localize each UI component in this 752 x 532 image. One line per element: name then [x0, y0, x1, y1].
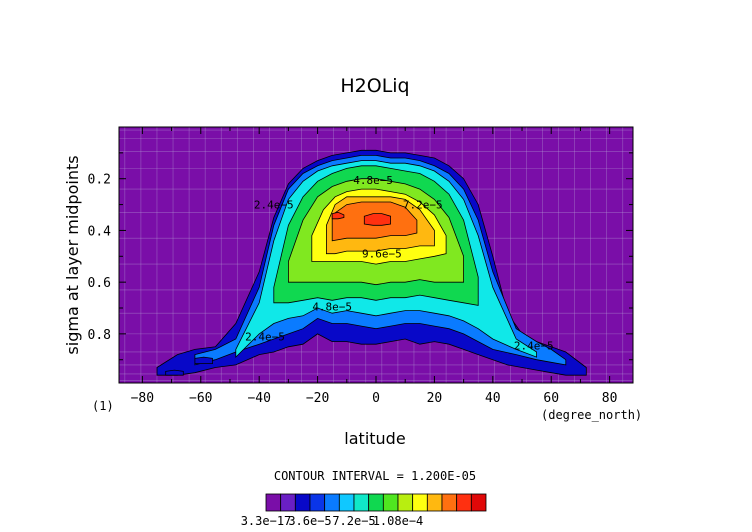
colorbar-swatch — [412, 493, 428, 512]
y-tick-label: 0.6 — [88, 276, 111, 291]
colorbar-swatch — [338, 493, 355, 512]
colorbar-swatch — [309, 493, 326, 512]
colorbar-label: 1.08e−4 — [373, 514, 424, 528]
colorbar-swatch — [382, 493, 399, 512]
x-tick-label: 0 — [372, 391, 380, 406]
contour-label: 2.4e−5 — [254, 199, 294, 212]
contour-label: 4.8e−5 — [353, 174, 393, 187]
contour-label: 4.8e−5 — [312, 301, 352, 314]
contour-level — [363, 213, 391, 226]
contour-labels: 4.8e−5 2.4e−5 7.2e−5 9.6e−5 4.8e−5 2.4e−5 2.4e… — [245, 174, 553, 352]
x-axis: −80 −60 −40 −20 0 20 40 60 80 — [131, 127, 618, 406]
x-tick-label: 80 — [602, 391, 618, 406]
x-tick-label: 60 — [543, 391, 559, 406]
y-tick-label: 0.8 — [88, 328, 111, 343]
colorbar — [265, 493, 487, 512]
y-tick-label: 0.4 — [88, 224, 112, 239]
x-tick-label: −60 — [189, 391, 212, 406]
colorbar-swatch — [456, 493, 472, 512]
x-tick-label: 40 — [485, 391, 501, 406]
x-axis-title: latitude — [344, 429, 405, 448]
colorbar-swatch — [280, 493, 296, 512]
contour-level — [194, 356, 213, 364]
colorbar-label: 3.3e−17 — [241, 514, 292, 528]
contour-level — [331, 211, 345, 220]
y-unit-label: (1) — [92, 399, 114, 413]
colorbar-swatch — [426, 493, 443, 512]
colorbar-swatch — [368, 493, 384, 512]
contour-interval-text: CONTOUR INTERVAL = 1.200E-05 — [274, 469, 476, 483]
colorbar-labels: 3.3e−173.6e−5 7.2e−51.08e−4 — [241, 514, 424, 528]
x-tick-label: −40 — [247, 391, 270, 406]
chart-title: H2OLiq — [340, 75, 409, 97]
x-tick-label: −20 — [306, 391, 329, 406]
contour-label: 2.4e−5 — [514, 340, 554, 353]
contour-label: 2.4e−5 — [245, 330, 285, 343]
colorbar-swatch — [441, 493, 458, 512]
contour-level — [165, 369, 184, 376]
y-tick-label: 0.2 — [88, 173, 111, 188]
y-axis-title: sigma at layer midpoints — [63, 155, 82, 354]
contour-fills — [156, 149, 587, 376]
contour-label: 7.2e−5 — [403, 199, 443, 212]
colorbar-swatch — [353, 493, 370, 512]
colorbar-swatch — [397, 493, 414, 512]
colorbar-swatch — [470, 493, 487, 512]
contour-label: 9.6e−5 — [362, 248, 402, 261]
colorbar-swatch — [324, 493, 340, 512]
colorbar-label: 3.6e−5 — [288, 514, 331, 528]
x-tick-label: 20 — [427, 391, 443, 406]
x-tick-label: −80 — [131, 391, 154, 406]
colorbar-swatch — [265, 493, 282, 512]
colorbar-swatch — [294, 493, 311, 512]
x-unit-label: (degree_north) — [541, 408, 642, 422]
y-axis: 0.2 0.4 0.6 0.8 — [88, 152, 633, 361]
colorbar-label: 7.2e−5 — [332, 514, 375, 528]
